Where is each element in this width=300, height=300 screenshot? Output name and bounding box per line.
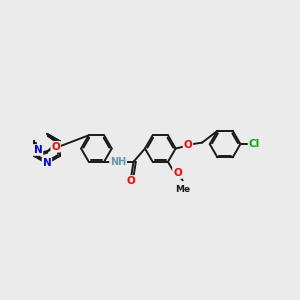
- Text: O: O: [51, 142, 60, 152]
- Text: O: O: [173, 168, 182, 178]
- Text: Me: Me: [176, 185, 190, 194]
- Text: N: N: [34, 145, 42, 155]
- Text: O: O: [127, 176, 136, 186]
- Text: N: N: [43, 158, 51, 168]
- Text: NH: NH: [110, 157, 126, 167]
- Text: Cl: Cl: [249, 139, 260, 149]
- Text: O: O: [184, 140, 192, 150]
